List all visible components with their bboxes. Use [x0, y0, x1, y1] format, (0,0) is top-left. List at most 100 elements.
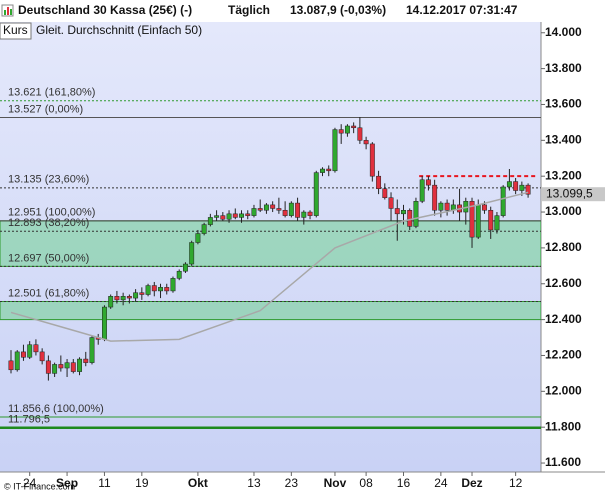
candle-body [14, 351, 20, 371]
x-tick-label: Nov [324, 476, 347, 490]
candle-body [120, 296, 126, 301]
candle-body [313, 172, 319, 216]
candle-body [214, 215, 220, 218]
candle-body [407, 209, 413, 227]
candle-body [45, 360, 51, 374]
candle-body [108, 296, 114, 308]
candle-body [363, 140, 369, 145]
candle-body [519, 184, 525, 191]
y-tick-label: 13.400 [545, 132, 582, 146]
x-tick-label: 11 [98, 476, 111, 490]
level-label: 11.856,6 (100,00%) [8, 403, 104, 415]
candle-body [145, 285, 151, 295]
candle-body [425, 179, 431, 186]
candle-body [176, 270, 182, 279]
candle-body [295, 202, 301, 218]
candle-body [251, 208, 257, 216]
candle-body [525, 184, 531, 195]
candle-body [276, 208, 282, 211]
candle-body [52, 364, 58, 374]
candle-body [195, 233, 201, 243]
candle-body [126, 296, 132, 299]
y-tick-label: 12.000 [545, 383, 582, 397]
x-tick-label: Okt [188, 476, 208, 490]
candle-body [164, 287, 170, 292]
candle-body [488, 209, 494, 231]
last-price-label: 13.099,5 [546, 186, 593, 200]
candle-body [170, 278, 176, 292]
level-label: 13.527 (0,00%) [8, 103, 83, 115]
candle-body [270, 204, 276, 209]
candle-body [232, 213, 238, 218]
x-tick-label: Sep [56, 476, 78, 490]
level-label: 12.893 (38,20%) [8, 217, 89, 229]
candle-body [401, 209, 406, 215]
candle-body [201, 224, 207, 234]
candle-body [438, 202, 444, 211]
legend-entry: Gleit. Durchschnitt (Einfach 50) [36, 23, 202, 37]
candle-body [207, 217, 213, 225]
interval: Täglich [228, 3, 270, 17]
candle-body [369, 143, 375, 177]
x-tick-label: 16 [397, 476, 411, 490]
last-price-tag [542, 187, 605, 202]
candle-body [376, 175, 382, 189]
candle-body [151, 285, 157, 292]
timestamp: 14.12.2017 07:31:47 [406, 3, 518, 17]
candle-body [226, 213, 232, 220]
x-tick-label: 08 [359, 476, 373, 490]
candle-body [58, 364, 64, 369]
candle-body [444, 202, 450, 211]
candle-body [332, 129, 338, 172]
candle-body [301, 211, 307, 218]
candle-body [351, 125, 357, 129]
candle-body [139, 292, 145, 295]
candle-body [239, 213, 244, 218]
candle-body [382, 188, 388, 198]
candle-body [39, 351, 45, 362]
y-tick-label: 12.200 [545, 348, 582, 362]
x-tick-label: 12 [509, 476, 523, 490]
y-tick-label: 13.000 [545, 204, 582, 218]
candle-body [413, 201, 419, 227]
candle-body [8, 360, 14, 371]
candle-body [83, 358, 89, 363]
candle-body [27, 344, 33, 358]
x-tick-label: 19 [135, 476, 149, 490]
candle-body [482, 204, 487, 211]
legend-entry: Kurs [3, 23, 28, 37]
plot-layer: 13.621 (161,80%) 13.527 (0,00%) 13.135 (23… [0, 87, 541, 430]
y-tick-label: 11.800 [545, 419, 581, 433]
moving-average [10, 191, 529, 342]
candle-body [158, 287, 163, 292]
candle-body [320, 168, 325, 173]
level-label: 13.621 (161,80%) [8, 87, 95, 99]
candle-body [494, 215, 500, 231]
candle-body [475, 204, 481, 238]
candle-body [263, 204, 269, 211]
candle-body [288, 202, 294, 216]
y-tick-label: 12.800 [545, 240, 582, 254]
candle-body [220, 215, 226, 220]
y-tick-label: 11.600 [545, 455, 581, 469]
candle-body [394, 208, 400, 215]
level-label: 11.796,5 [8, 414, 50, 426]
level-label: 12.501 (61,80%) [8, 287, 89, 299]
candle-body [506, 181, 512, 188]
candle-body [307, 211, 313, 216]
candle-body [432, 184, 438, 211]
x-tick-label: Dez [461, 476, 482, 490]
y-tick-label: 13.200 [545, 168, 582, 182]
quote: 13.087,9 (-0,03%) [290, 3, 386, 17]
candle-body [357, 127, 363, 141]
title: Deutschland 30 Kassa (25€) (-) [18, 3, 192, 17]
candle-body [338, 129, 344, 134]
candle-body [102, 306, 107, 340]
candle-body [33, 344, 39, 353]
candle-body [245, 213, 251, 216]
level-label: 13.135 (23,60%) [8, 174, 89, 186]
y-tick-label: 12.600 [545, 276, 582, 290]
x-tick-label: 23 [285, 476, 299, 490]
candle-body [133, 292, 139, 299]
